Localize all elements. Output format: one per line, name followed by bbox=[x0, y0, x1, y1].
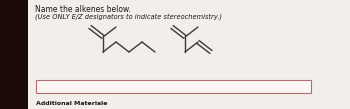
Text: Additional Materiale: Additional Materiale bbox=[36, 101, 107, 106]
Text: (Use ONLY E/Z designators to indicate stereochemistry.): (Use ONLY E/Z designators to indicate st… bbox=[35, 13, 222, 20]
FancyBboxPatch shape bbox=[28, 0, 350, 109]
FancyBboxPatch shape bbox=[0, 0, 28, 109]
FancyBboxPatch shape bbox=[36, 80, 311, 93]
Text: Name the alkenes below.: Name the alkenes below. bbox=[35, 5, 131, 14]
